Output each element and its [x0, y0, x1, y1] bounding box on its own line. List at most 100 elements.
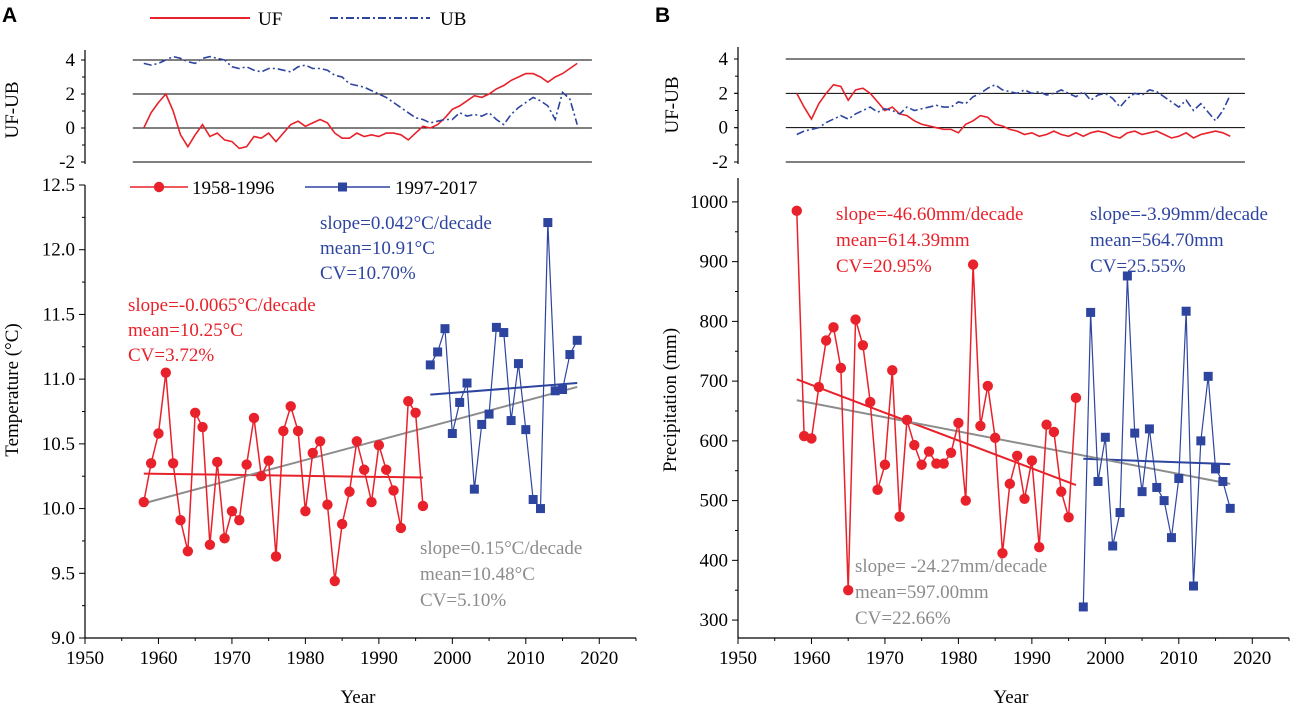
- gray-trend-line: [796, 399, 1231, 485]
- data-point-red: [336, 518, 348, 530]
- data-point-red: [167, 458, 179, 469]
- red-trend-line: [143, 472, 423, 479]
- main-ytick-label: 600: [700, 431, 729, 452]
- data-point-red: [160, 367, 172, 378]
- panel-a-legend-1997: 1997-2017: [395, 178, 477, 199]
- panel-a-gray-slope: slope=0.15°C/decade: [420, 538, 582, 559]
- data-point-red: [820, 335, 832, 346]
- ufub-ytick-label: 4: [66, 50, 76, 71]
- main-ytick-label: 9.5: [51, 563, 75, 584]
- data-point-red: [791, 205, 802, 217]
- data-point-blue: [477, 419, 487, 429]
- data-point-red: [403, 395, 414, 407]
- data-point-red: [285, 401, 296, 412]
- data-point-blue: [447, 429, 457, 439]
- data-point-red: [923, 446, 935, 457]
- data-point-red: [395, 522, 407, 534]
- data-point-red: [1011, 450, 1023, 461]
- red-trend-line: [796, 378, 1077, 487]
- data-point-blue: [455, 397, 465, 407]
- data-point-red: [270, 551, 282, 562]
- data-point-red: [938, 458, 949, 469]
- data-point-red: [843, 585, 854, 596]
- data-point-red: [226, 505, 238, 517]
- data-point-blue: [1130, 428, 1140, 438]
- data-point-red: [145, 458, 157, 469]
- data-point-blue: [1218, 476, 1228, 486]
- data-point-red: [850, 314, 861, 325]
- data-point-blue: [462, 378, 472, 388]
- data-point-blue: [535, 504, 545, 514]
- data-point-red: [197, 421, 208, 433]
- panel-b-gray-slope: slope= -24.27mm/decade: [855, 556, 1047, 577]
- ufub-ytick-label: -2: [712, 152, 728, 173]
- data-point-red: [967, 259, 979, 270]
- panel-a-blue-cv: CV=10.70%: [320, 263, 416, 284]
- data-point-red: [263, 455, 274, 466]
- panel-b-xlabel: Year: [993, 687, 1029, 708]
- data-point-blue: [513, 359, 523, 369]
- data-point-red: [813, 381, 825, 393]
- data-point-red: [241, 459, 252, 470]
- ufub-ytick-label: 2: [66, 84, 76, 105]
- data-point-red: [857, 340, 869, 351]
- data-point-red: [248, 412, 260, 424]
- data-point-blue: [469, 484, 479, 494]
- data-point-blue: [1181, 306, 1191, 316]
- data-point-blue: [506, 416, 516, 426]
- data-point-blue: [1086, 307, 1096, 317]
- xtick-label: 2020: [580, 648, 618, 669]
- data-point-blue: [1100, 432, 1110, 442]
- data-point-red: [358, 464, 370, 475]
- panel-b-gray-cv: CV=22.66%: [855, 608, 951, 629]
- blue-trend-line: [430, 382, 578, 396]
- data-point-red: [322, 499, 333, 510]
- data-point-blue: [521, 425, 531, 435]
- xtick-label: 1960: [139, 648, 177, 669]
- data-point-red: [388, 485, 399, 496]
- panel-a-red-cv: CV=3.72%: [128, 345, 214, 366]
- xtick-label: 2010: [507, 648, 545, 669]
- panel-b-precip-ylabel: Precipitation (mm): [660, 328, 681, 472]
- xtick-label: 1950: [66, 648, 104, 669]
- panel-a-temp-ylabel: Temperature (°C): [2, 323, 23, 456]
- data-point-red: [182, 546, 194, 557]
- data-point-red: [190, 407, 201, 418]
- data-point-red: [945, 447, 957, 459]
- panel-b-red-mean: mean=614.39mm: [836, 230, 970, 251]
- data-point-red: [953, 417, 964, 429]
- data-point-red: [153, 428, 164, 439]
- data-point-red: [1048, 426, 1060, 438]
- data-point-red: [307, 447, 318, 459]
- data-point-blue: [440, 324, 450, 334]
- panel-a: A UF-UB Temperature (°C) Year UF UB 1958…: [2, 4, 582, 708]
- series-1997-2017-line: [429, 222, 578, 511]
- data-point-red: [292, 425, 304, 437]
- xtick-label: 1970: [213, 648, 251, 669]
- data-point-red: [138, 496, 149, 508]
- data-point-blue: [433, 347, 443, 357]
- ufub-ytick-label: 0: [66, 118, 76, 139]
- data-point-red: [879, 459, 891, 470]
- panel-b-blue-mean: mean=564.70mm: [1090, 230, 1224, 251]
- data-point-blue: [1137, 487, 1147, 497]
- panel-a-red-mean: mean=10.25°C: [128, 320, 243, 341]
- data-point-red: [351, 436, 363, 447]
- xtick-label: 2010: [1160, 648, 1198, 669]
- data-point-blue: [484, 409, 494, 419]
- panel-a-blue-slope: slope=0.042°C/decade: [320, 213, 492, 234]
- panel-b-gray-mean: mean=597.00mm: [855, 582, 989, 603]
- data-point-blue: [1152, 482, 1162, 492]
- data-point-red: [909, 439, 920, 451]
- data-point-blue: [550, 386, 560, 396]
- main-ytick-label: 400: [700, 550, 729, 571]
- main-ytick-label: 9.0: [51, 628, 75, 649]
- data-point-red: [256, 471, 267, 482]
- panel-a-legend-ub: UB: [440, 9, 466, 30]
- data-point-red: [887, 365, 898, 376]
- data-point-red: [1041, 419, 1052, 430]
- data-point-red: [916, 459, 927, 470]
- data-point-red: [204, 539, 216, 551]
- xtick-label: 1990: [360, 648, 398, 669]
